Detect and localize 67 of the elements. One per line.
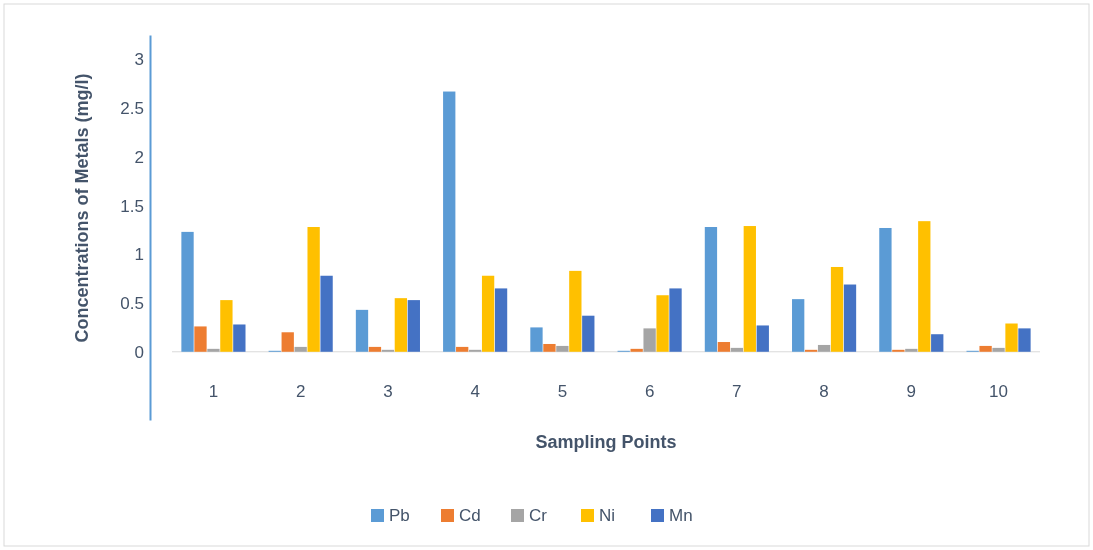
bar xyxy=(320,275,333,352)
bar xyxy=(669,288,682,352)
y-tick-label: 2.5 xyxy=(120,99,144,119)
bar xyxy=(817,344,831,352)
x-tick-label: 6 xyxy=(644,381,655,401)
x-tick-label: 4 xyxy=(470,381,480,401)
y-axis-title: Concentrations of Metals (mg/l) xyxy=(72,73,92,343)
bar xyxy=(194,326,207,352)
bar xyxy=(704,227,718,352)
bar xyxy=(394,298,408,352)
x-tick-label: 2 xyxy=(295,381,306,401)
bar xyxy=(530,327,543,352)
bar xyxy=(307,227,320,352)
bar xyxy=(582,315,595,352)
bar xyxy=(481,275,495,352)
x-tick-label: 7 xyxy=(732,381,742,401)
bar xyxy=(233,324,246,352)
legend-label: Ni xyxy=(599,506,616,525)
x-axis-title: Sampling Points xyxy=(535,432,677,452)
legend-label: Cr xyxy=(529,506,548,525)
legend-label: Mn xyxy=(669,506,693,525)
bar xyxy=(992,347,1005,352)
bar xyxy=(1005,323,1018,352)
bar xyxy=(730,347,744,352)
y-tick-label: 0.5 xyxy=(120,293,144,313)
bar xyxy=(743,226,756,352)
x-tick-label: 5 xyxy=(557,381,568,401)
bar xyxy=(456,346,469,352)
legend-label: Cd xyxy=(459,506,481,525)
bar xyxy=(407,300,420,352)
bar xyxy=(207,348,220,352)
bar xyxy=(979,345,992,352)
bar xyxy=(1018,328,1031,352)
y-tick-label: 1 xyxy=(134,245,144,265)
x-tick-label: 8 xyxy=(819,381,829,401)
bar xyxy=(918,221,931,352)
bar xyxy=(220,300,233,352)
x-tick-label: 3 xyxy=(383,381,393,401)
bar xyxy=(931,334,944,352)
bar xyxy=(556,345,569,352)
bar xyxy=(630,348,643,352)
bar xyxy=(443,91,456,352)
bar xyxy=(181,231,194,352)
bar xyxy=(830,266,844,352)
bar xyxy=(543,343,556,352)
bar xyxy=(717,342,731,352)
bar xyxy=(756,325,769,352)
y-tick-label: 1.5 xyxy=(120,196,144,216)
bar xyxy=(656,295,669,352)
y-tick-label: 0 xyxy=(134,342,144,362)
bar xyxy=(843,284,857,352)
bar xyxy=(643,328,656,352)
x-tick-label: 10 xyxy=(989,381,1009,401)
y-tick-label: 2 xyxy=(134,147,144,167)
bar xyxy=(569,270,582,352)
bar xyxy=(368,346,382,352)
bar xyxy=(494,288,508,352)
x-tick-label: 9 xyxy=(906,381,917,401)
bar xyxy=(879,227,892,352)
bar xyxy=(294,346,307,352)
bar xyxy=(281,332,294,352)
legend-label: Pb xyxy=(389,506,410,525)
bar xyxy=(355,309,369,352)
bar xyxy=(792,299,805,352)
bar xyxy=(905,348,918,352)
y-tick-label: 3 xyxy=(134,50,144,70)
x-tick-label: 1 xyxy=(208,381,219,401)
